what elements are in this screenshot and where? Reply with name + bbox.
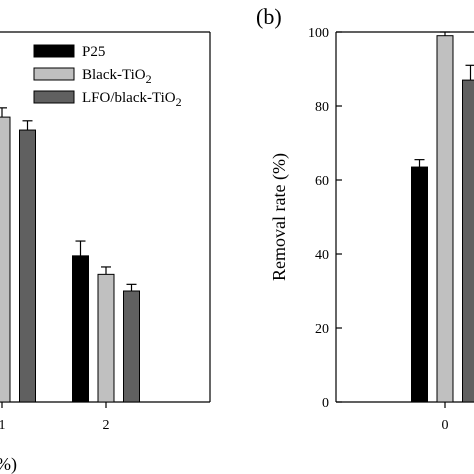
panel-b-bars: [411, 35, 474, 403]
panel-b-y-axis-label: Removal rate (%): [269, 153, 290, 281]
error-bar: [440, 31, 450, 36]
error-bar: [414, 159, 425, 168]
legend-entry: P25: [33, 44, 105, 60]
error-bar: [126, 283, 137, 291]
error-bar: [101, 266, 111, 275]
legend-label: Black-TiO2: [82, 67, 152, 86]
y-tick-label: 60: [315, 174, 329, 189]
error-bar: [22, 120, 33, 131]
y-tick-label: 100: [308, 26, 329, 41]
x-tick-label: 1: [0, 418, 6, 433]
legend-entry: LFO/black-TiO2: [33, 90, 182, 109]
panel-b-label: (b): [256, 4, 282, 29]
legend: P25 Black-TiO2 LFO/black-TiO2: [33, 44, 182, 109]
bar-lfo-black-tio2-cat-1: [19, 129, 36, 403]
legend-swatch: [33, 90, 75, 104]
panel-b: (b) Removal rate (%) 0 20 40 60 80 100 0: [256, 4, 474, 433]
y-tick-label: 20: [315, 322, 329, 337]
y-tick-label: 40: [315, 248, 329, 263]
panel-a-x-axis-label: %): [0, 454, 17, 474]
bar-black-tio2-cat-1: [0, 116, 11, 403]
panel-b-x-ticks: 0: [442, 402, 449, 433]
bar-p25-cat-2: [72, 255, 89, 403]
legend-entry: Black-TiO2: [33, 67, 152, 86]
bar-lfo-black-tio2-cat-0: [462, 79, 474, 403]
panel-a-bars: [0, 116, 140, 403]
legend-label: P25: [82, 44, 105, 60]
bar-p25-cat-0: [411, 166, 428, 403]
y-tick-label: 80: [315, 100, 329, 115]
legend-swatch: [33, 44, 75, 58]
x-tick-label: 2: [103, 418, 110, 433]
bar-black-tio2-cat-0: [436, 35, 454, 403]
legend-label: LFO/black-TiO2: [82, 90, 182, 109]
error-bar: [75, 240, 86, 256]
error-bar: [0, 107, 7, 118]
y-tick-label: 0: [322, 396, 329, 411]
panel-b-y-ticks: 0 20 40 60 80 100: [308, 26, 342, 411]
error-bar: [465, 64, 474, 81]
bar-black-tio2-cat-2: [97, 273, 115, 403]
panel-a-error-bars: [0, 107, 137, 291]
bar-lfo-black-tio2-cat-2: [123, 290, 140, 403]
x-tick-label: 0: [442, 418, 449, 433]
legend-swatch: [33, 67, 75, 81]
